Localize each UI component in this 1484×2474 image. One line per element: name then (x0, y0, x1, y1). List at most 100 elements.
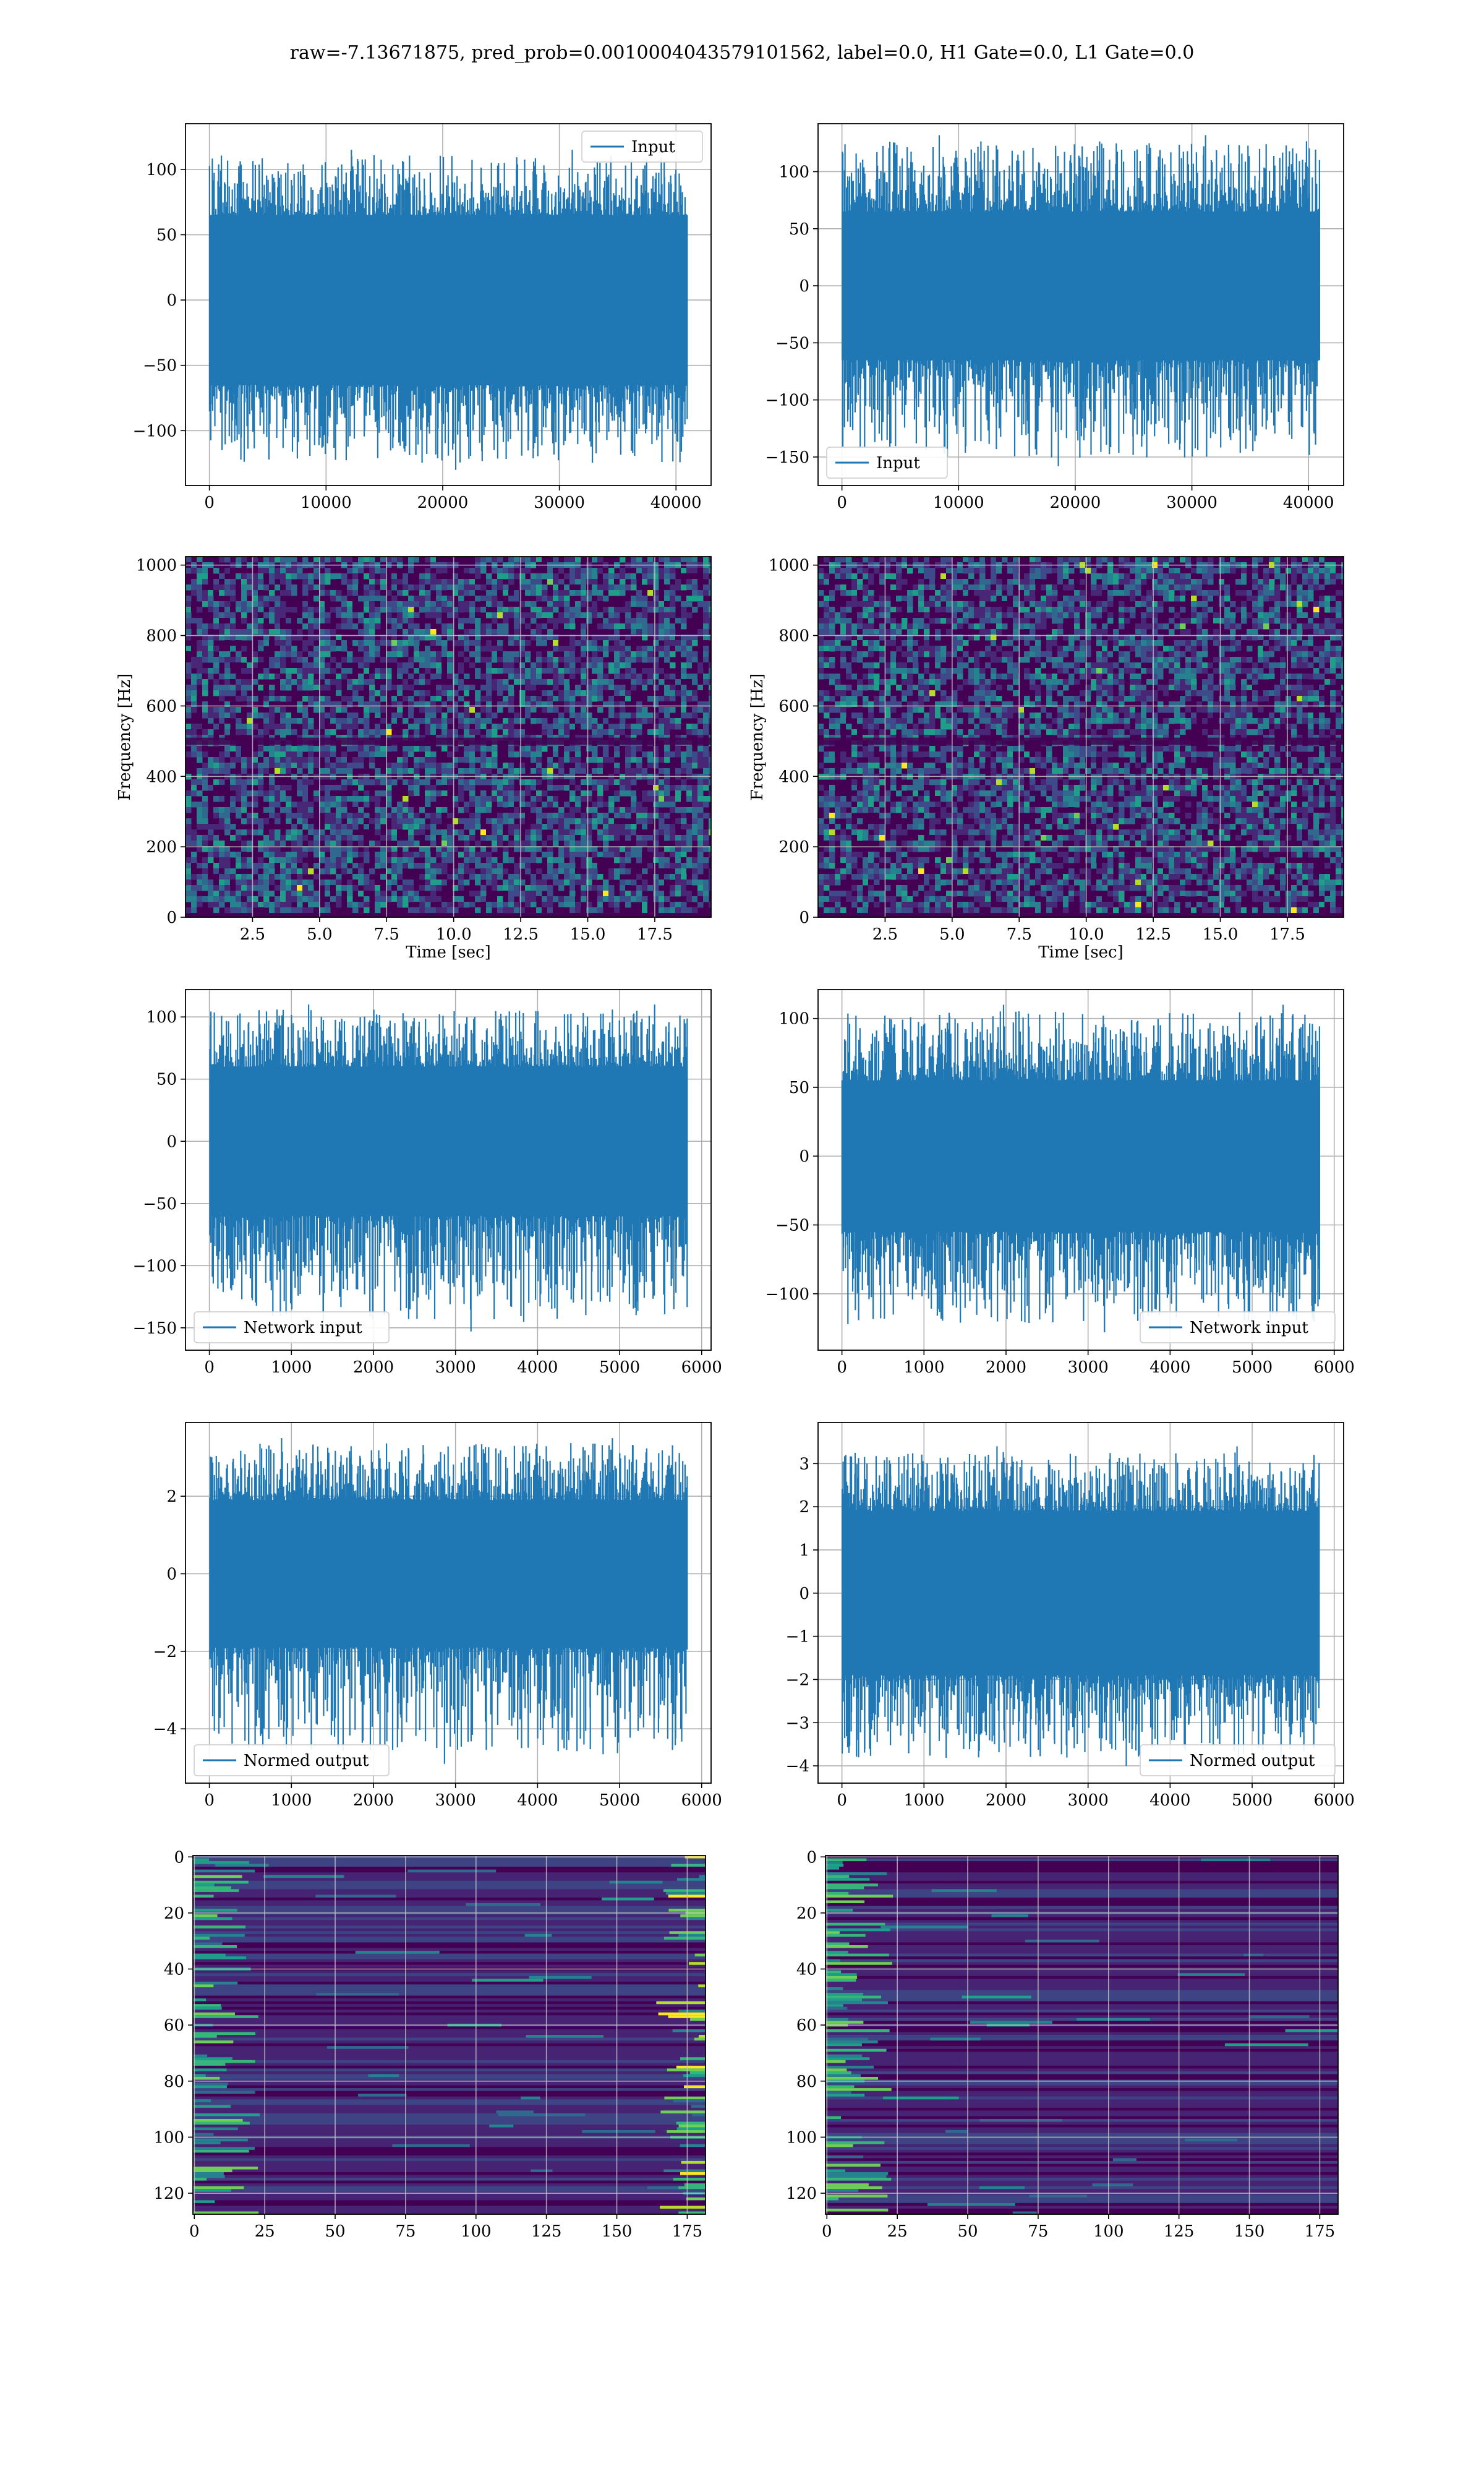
x-tick-label: 0 (837, 1791, 847, 1810)
legend-label: Network input (244, 1319, 362, 1337)
y-tick-label: 100 (146, 1008, 177, 1027)
y-tick-label: 1000 (769, 557, 809, 575)
x-tick-label: 175 (1305, 2222, 1336, 2241)
axes-frame (185, 989, 712, 1351)
y-tick-label: 120 (786, 2185, 817, 2203)
y-tick-label: 0 (166, 1565, 177, 1583)
subplot-r5c2: 0 25 50 75 100 125 150 175 0 20 40 60 80 100 120 (786, 1848, 1339, 2241)
x-tick-label: 20000 (417, 494, 469, 512)
heatmap-image (193, 1856, 706, 2214)
y-tick-label: 600 (778, 697, 809, 716)
x-tick-label: 10000 (933, 494, 984, 512)
legend: Network input (194, 1311, 390, 1343)
x-tick-label: 4000 (1149, 1358, 1190, 1377)
y-tick-label: 0 (799, 909, 809, 927)
legend-frame (826, 447, 948, 479)
y-tick-label: 1000 (136, 557, 177, 575)
y-tick-label: 0 (799, 277, 809, 296)
subplot-r1c1: Input 0 10000 20000 30000 40000 −100 −50 0 50 100 (133, 123, 712, 512)
axes-frame (817, 989, 1344, 1351)
y-tick-label: −2 (786, 1671, 809, 1689)
y-tick-label: 120 (153, 2185, 184, 2203)
axes-frame (185, 556, 712, 918)
dark-band (818, 737, 1344, 745)
y-tick-label: 0 (166, 909, 177, 927)
figure-title: raw=-7.13671875, pred_prob=0.00100040435… (289, 42, 1195, 64)
x-tick-label: 2000 (986, 1791, 1026, 1810)
x-tick-label: 125 (531, 2222, 562, 2241)
x-tick-label: 10000 (301, 494, 352, 512)
y-tick-label: 600 (146, 697, 177, 716)
low-freq-band (186, 913, 711, 917)
x-tick-label: 12.5 (503, 925, 539, 944)
legend: Input (581, 131, 703, 163)
y-tick-label: 20 (164, 1904, 184, 1923)
legend-label: Normed output (244, 1752, 369, 1770)
y-tick-label: 0 (806, 1848, 817, 1867)
x-tick-label: 2.5 (872, 925, 898, 944)
signal-line (208, 150, 688, 470)
x-tick-label: 125 (1164, 2222, 1195, 2241)
plot-contents (186, 1423, 711, 1783)
subplot-r5c1: 0 25 50 75 100 125 150 175 0 20 40 60 80 100 120 (153, 1848, 706, 2241)
x-tick-label: 30000 (534, 494, 585, 512)
legend-frame (194, 1744, 390, 1776)
x-tick-label: 100 (1093, 2222, 1124, 2241)
x-tick-label: 12.5 (1135, 925, 1171, 944)
legend-frame (581, 131, 703, 163)
y-tick-label: 20 (796, 1904, 817, 1923)
x-tick-label: 3000 (1068, 1358, 1109, 1377)
x-tick-label: 2.5 (240, 925, 265, 944)
y-tick-label: 400 (146, 768, 177, 786)
x-tick-label: 0 (204, 1791, 215, 1810)
x-tick-label: 40000 (650, 494, 702, 512)
axes-frame (192, 1855, 706, 2215)
x-tick-label: 5.0 (939, 925, 965, 944)
subplot-r4c1: Normed output 0 1000 2000 3000 4000 5000 6000 −4… (153, 1422, 722, 1810)
y-tick-label: 40 (164, 1961, 184, 1979)
legend-label: Normed output (1190, 1752, 1315, 1770)
x-tick-label: 25 (255, 2222, 275, 2241)
x-tick-label: 1000 (903, 1791, 944, 1810)
x-tick-label: 17.5 (637, 925, 673, 944)
x-tick-label: 17.5 (1269, 925, 1305, 944)
heatmap-image (818, 557, 1344, 917)
y-tick-label: −2 (153, 1643, 177, 1661)
x-tick-label: 3000 (1068, 1791, 1109, 1810)
x-tick-label: 5.0 (307, 925, 332, 944)
y-tick-label: 2 (799, 1498, 809, 1517)
x-tick-label: 20000 (1050, 494, 1101, 512)
axes-frame (185, 123, 712, 486)
y-tick-label: −150 (765, 448, 809, 467)
heatmap-image (825, 1856, 1338, 2214)
y-tick-label: 60 (164, 2016, 184, 2035)
y-tick-label: −4 (153, 1720, 177, 1739)
y-tick-label: 50 (156, 226, 177, 245)
y-tick-label: −3 (786, 1714, 809, 1732)
low-freq-band (818, 913, 1344, 917)
x-tick-label: 5000 (1232, 1791, 1273, 1810)
y-tick-label: 100 (146, 161, 177, 179)
x-axis-label: Time [sec] (1038, 943, 1124, 962)
legend-frame (1140, 1311, 1336, 1343)
y-tick-label: −50 (143, 357, 177, 375)
x-tick-label: 6000 (1314, 1791, 1355, 1810)
legend-label: Network input (1190, 1319, 1308, 1337)
y-axis-label: Frequency [Hz] (748, 674, 767, 801)
x-tick-label: 175 (672, 2222, 703, 2241)
x-tick-label: 0 (204, 494, 215, 512)
x-tick-label: 75 (1028, 2222, 1048, 2241)
y-tick-label: −100 (133, 422, 177, 440)
heatmap-image (186, 557, 711, 917)
x-tick-label: 3000 (435, 1791, 476, 1810)
x-tick-label: 2000 (986, 1358, 1026, 1377)
x-tick-label: 75 (395, 2222, 416, 2241)
y-tick-label: 40 (796, 1961, 817, 1979)
x-tick-label: 5000 (599, 1791, 640, 1810)
y-tick-label: −100 (765, 1285, 809, 1304)
subplot-r2c2: 2.5 5.0 7.5 10.0 12.5 15.0 17.5 0 200 400 600 800 10… (748, 556, 1344, 962)
x-tick-label: 50 (325, 2222, 345, 2241)
y-tick-label: −1 (786, 1628, 809, 1646)
